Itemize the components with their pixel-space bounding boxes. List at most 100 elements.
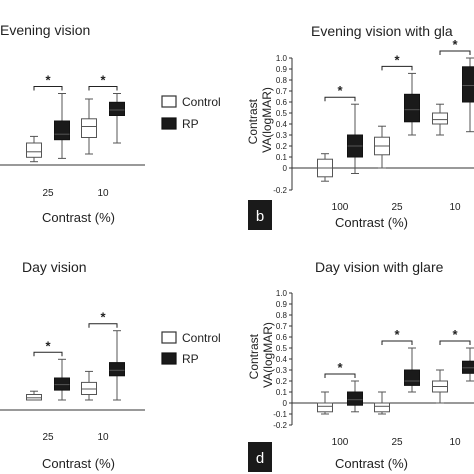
panel-c-significance-star: * xyxy=(45,338,51,353)
panel-a-box-control xyxy=(81,118,97,139)
panel-b-significance-bracket xyxy=(381,65,413,71)
panel-b-significance-star: * xyxy=(337,83,343,98)
panel-d-significance-bracket xyxy=(381,340,413,345)
panel-d-box-rp xyxy=(404,369,420,386)
panel-a-box-control xyxy=(26,142,42,158)
panel-a-significance-star: * xyxy=(45,73,51,88)
legend-bottom-rp-swatch xyxy=(161,352,177,365)
panel-a-title: Evening vision xyxy=(0,22,90,38)
panel-c-xtick-label: 10 xyxy=(97,432,109,443)
panel-d-title: Day vision with glare xyxy=(315,259,444,275)
panel-a-xlabel: Contrast (%) xyxy=(42,210,115,225)
panel-d-ytick-label: 0.7 xyxy=(276,322,288,331)
legend-bottom-control-swatch xyxy=(161,331,177,344)
panel-a-significance-bracket xyxy=(33,86,63,91)
panel-label-b-text: b xyxy=(256,208,264,225)
panel-d-ytick-label: 0.6 xyxy=(276,333,288,342)
panel-label-d: d xyxy=(248,442,272,472)
panel-c-box-rp xyxy=(54,377,70,391)
panel-label-d-text: d xyxy=(256,450,264,467)
panel-b-xtick-label: 10 xyxy=(449,202,461,213)
panel-d-significance-bracket xyxy=(439,340,471,345)
panel-d: Day vision with glare Contrast (%) Contr… xyxy=(247,259,474,471)
legend-top-rp-label: RP xyxy=(182,117,199,131)
panel-b-xtick-label: 25 xyxy=(391,202,403,213)
panel-b-ylabel: Contrast VA(logMAR) xyxy=(246,87,274,153)
panel-b-xlabel: Contrast (%) xyxy=(335,215,408,230)
panel-b-significance-star: * xyxy=(394,52,400,67)
panel-d-xtick-label: 25 xyxy=(391,437,403,448)
panel-d-box-control xyxy=(317,402,333,413)
panel-d-ytick-label: 0.8 xyxy=(276,311,288,320)
panel-b-box-rp xyxy=(462,66,474,103)
panel-a-box-rp xyxy=(109,101,125,117)
panel-d-xlabel: Contrast (%) xyxy=(335,456,408,471)
panel-c-significance-star: * xyxy=(100,310,106,325)
panel-a-significance-star: * xyxy=(100,73,106,88)
legend-bottom-control-label: Control xyxy=(182,331,221,345)
panel-d-box-rp xyxy=(462,360,474,374)
panel-c: Day vision Contrast (%) 25 * 10 * xyxy=(0,259,145,471)
panel-c-box-rp xyxy=(109,362,125,377)
panel-b-ytick-label: 0.4 xyxy=(276,120,288,129)
panel-b-ytick-label: 0.1 xyxy=(276,153,288,162)
panel-b-ytick-label: 0 xyxy=(283,164,288,173)
panel-a-significance-bracket xyxy=(88,86,118,91)
legend-top-rp-swatch xyxy=(161,117,177,130)
panel-d-ytick-label: 0.5 xyxy=(276,344,288,353)
panel-b-ytick-label: 0.7 xyxy=(276,87,288,96)
panel-d-boxes: -0.2 -0.1 0 0.1 0.2 0.3 0.4 0.5 0.6 0.7 0.8 0.9 1.0 1… xyxy=(273,289,474,448)
panel-b: Evening vision with gla Contrast (%) Con… xyxy=(246,23,474,230)
panel-b-ytick-label: 0.2 xyxy=(276,142,288,151)
panel-c-boxes: 25 * 10 * xyxy=(0,310,145,443)
panel-c-significance-bracket xyxy=(88,323,118,328)
panel-a-xtick-label: 10 xyxy=(97,188,109,199)
panel-label-b: b xyxy=(248,200,272,230)
panel-d-ytick-label: -0.1 xyxy=(273,410,287,419)
panel-b-ytick-label: 0.9 xyxy=(276,65,288,74)
panel-d-ytick-label: 0.1 xyxy=(276,388,288,397)
panel-b-ytick-label: 1.0 xyxy=(276,54,288,63)
panel-c-xtick-label: 25 xyxy=(42,432,54,443)
panel-d-significance-star: * xyxy=(337,360,343,375)
panel-c-xlabel: Contrast (%) xyxy=(42,456,115,471)
panel-d-ytick-label: 0.2 xyxy=(276,377,288,386)
panel-c-box-control xyxy=(26,394,42,401)
panel-b-title: Evening vision with gla xyxy=(311,23,453,39)
panel-b-ylabel-line1: Contrast xyxy=(246,98,260,144)
legend-bottom: Control RP xyxy=(161,331,221,366)
panel-d-significance-star: * xyxy=(452,327,458,342)
panel-b-ytick-label: 0.6 xyxy=(276,98,288,107)
panel-d-xtick-label: 10 xyxy=(449,437,461,448)
panel-d-box-control xyxy=(374,402,390,413)
panel-d-ytick-label: 0 xyxy=(283,399,288,408)
panel-c-significance-bracket xyxy=(33,351,63,357)
panel-d-ytick-label: 0.9 xyxy=(276,300,288,309)
panel-d-xtick-label: 100 xyxy=(332,437,349,448)
panel-c-box-control xyxy=(81,381,97,395)
panel-b-xtick-label: 100 xyxy=(332,202,349,213)
legend-top-control-label: Control xyxy=(182,95,221,109)
panel-a: Evening vision Contrast (%) 25 * 10 * xyxy=(0,22,145,225)
panel-b-ytick-label: -0.2 xyxy=(273,186,287,195)
panel-d-ytick-label: 0.4 xyxy=(276,355,288,364)
panel-label-d-badge xyxy=(248,442,272,472)
panel-d-ylabel-line1: Contrast xyxy=(247,333,261,379)
panel-d-ytick-label: -0.2 xyxy=(273,421,287,430)
panel-label-b-badge xyxy=(248,200,272,230)
panel-d-significance-star: * xyxy=(394,327,400,342)
panel-b-ytick-label: 0.8 xyxy=(276,76,288,85)
panel-d-box-rp xyxy=(347,391,363,406)
panel-b-box-control xyxy=(432,112,448,125)
panel-a-boxes: 25 * 10 * xyxy=(0,73,145,199)
panel-d-ytick-label: 1.0 xyxy=(276,289,288,298)
panel-d-significance-bracket xyxy=(324,373,356,378)
panel-b-ytick-label: 0.5 xyxy=(276,109,288,118)
panel-b-ytick-label: 0.3 xyxy=(276,131,288,140)
panel-d-ylabel: Contrast VA(logMAR) xyxy=(247,322,275,388)
panel-a-box-rp xyxy=(54,120,70,141)
panel-b-boxes: -0.2 0 0.1 0.2 0.3 0.4 0.5 0.6 0.7 0.8 0.9 1.0 100 * 2… xyxy=(273,37,474,213)
panel-a-xtick-label: 25 xyxy=(42,188,54,199)
panel-b-significance-bracket xyxy=(439,50,471,55)
